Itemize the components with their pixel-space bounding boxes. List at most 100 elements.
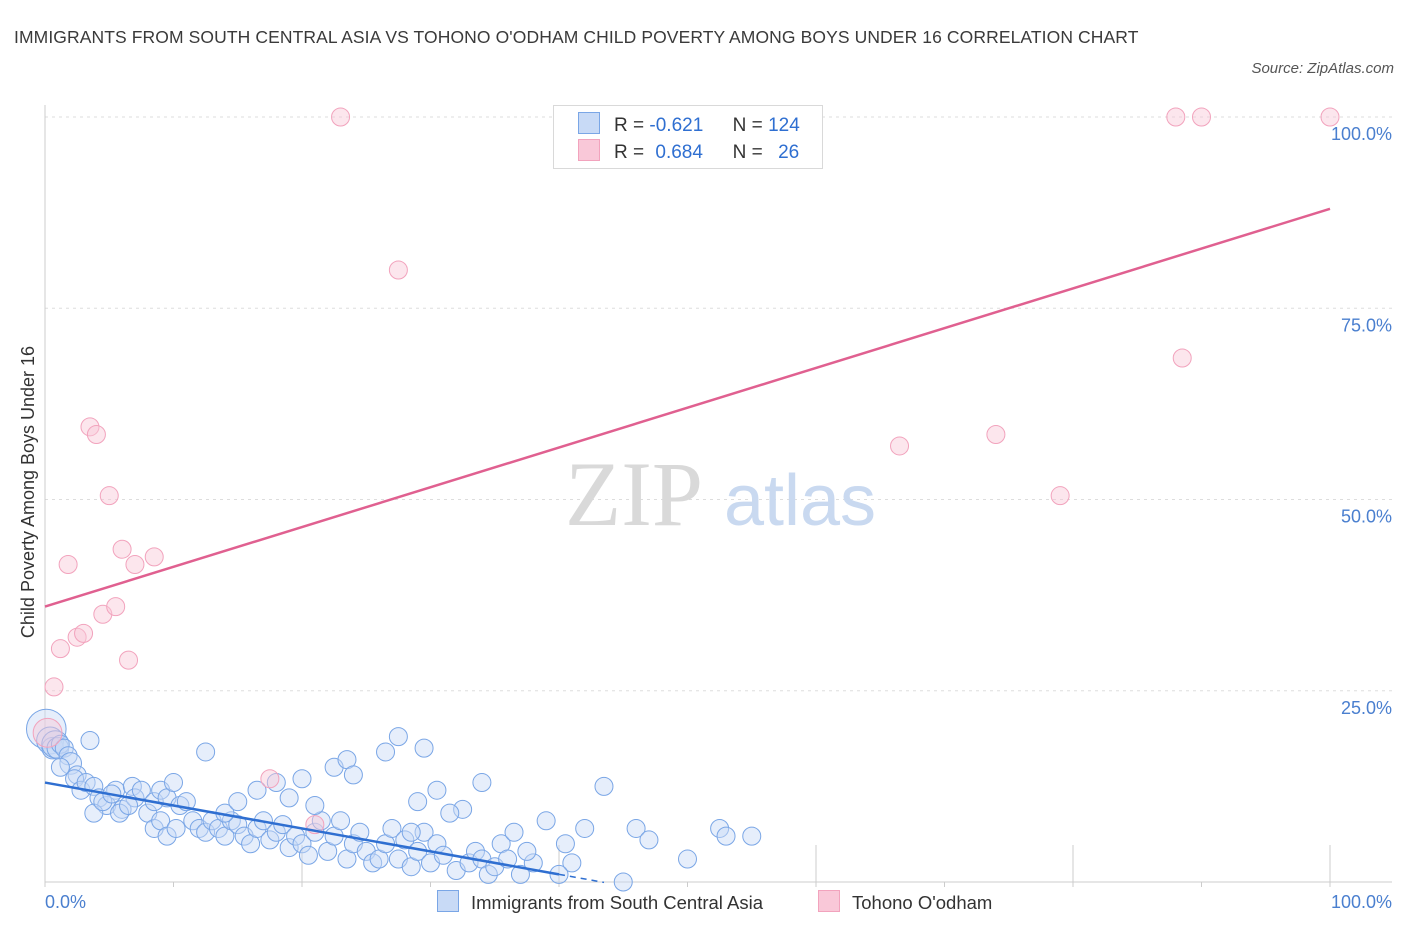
y-tick-label: 75.0% xyxy=(1341,315,1392,335)
y-axis-label: Child Poverty Among Boys Under 16 xyxy=(18,346,38,638)
tick-labels: 25.0% 50.0% 75.0% 100.0% 0.0% 100.0% xyxy=(45,124,1392,912)
legend-r-value-pink: 0.684 xyxy=(655,142,703,163)
blue-point xyxy=(613,872,633,892)
pink-point xyxy=(74,623,94,643)
watermark-zip: ZIP xyxy=(565,443,703,545)
pink-point xyxy=(86,424,106,444)
blue-point xyxy=(555,834,575,854)
pink-point xyxy=(260,769,280,789)
blue-point xyxy=(626,818,646,838)
blue-point xyxy=(343,765,363,785)
y-tick-label: 25.0% xyxy=(1341,698,1392,718)
pink-point xyxy=(50,639,70,659)
pink-point xyxy=(1050,486,1070,506)
blue-point xyxy=(292,769,312,789)
blue-point xyxy=(164,773,183,793)
blue-point xyxy=(594,776,614,796)
watermark: ZIP atlas xyxy=(565,443,876,545)
pink-point xyxy=(1192,107,1211,127)
pink-point xyxy=(144,547,164,567)
legend-r-label: R = xyxy=(614,142,645,163)
pink-point xyxy=(44,677,64,697)
legend-r-value-blue: -0.621 xyxy=(649,115,704,136)
blue-point xyxy=(395,830,415,850)
legend-n-value-blue: 124 xyxy=(768,115,800,136)
blue-point xyxy=(166,818,186,838)
blue-point xyxy=(279,838,299,858)
legend-n-value-pink: 26 xyxy=(778,142,800,163)
bottom-legend-swatch-pink xyxy=(818,890,840,912)
legend-swatch-pink xyxy=(578,139,600,161)
pink-point xyxy=(32,717,63,748)
grid-lines xyxy=(45,116,1392,692)
blue-point xyxy=(562,853,582,873)
pink-point xyxy=(388,260,408,280)
blue-point xyxy=(523,853,543,873)
y-tick-label: 100.0% xyxy=(1331,124,1392,144)
blue-point xyxy=(678,849,697,869)
blue-point xyxy=(472,773,492,793)
blue-point xyxy=(196,742,216,762)
legend-row-blue: R = -0.621 N = 124 xyxy=(578,112,800,138)
bottom-legend-swatch-blue xyxy=(437,890,459,912)
blue-point xyxy=(331,811,351,831)
legend: R = -0.621 N = 124 R = 0.684 N = 26 xyxy=(553,105,823,169)
blue-point xyxy=(742,826,762,846)
bottom-legend-pink: Tohono O'odham xyxy=(818,890,992,914)
blue-point xyxy=(478,864,498,884)
blue-point xyxy=(50,734,70,754)
blue-point xyxy=(228,815,248,835)
blue-point xyxy=(260,830,280,850)
source-credit: Source: ZipAtlas.com xyxy=(1251,60,1394,77)
legend-n-label: N = xyxy=(732,142,763,163)
blue-point xyxy=(517,841,537,861)
blue-point xyxy=(196,822,216,842)
blue-point xyxy=(228,792,248,812)
pink-point xyxy=(1172,348,1192,368)
pink-point xyxy=(890,436,910,456)
blue-point xyxy=(639,830,659,850)
blue-point xyxy=(401,822,421,842)
blue-point xyxy=(247,780,267,800)
blue-point xyxy=(41,730,70,759)
bottom-legend-label-blue: Immigrants from South Central Asia xyxy=(471,892,763,913)
pink-point xyxy=(986,424,1006,444)
pink-point xyxy=(106,597,126,617)
blue-point xyxy=(440,803,460,823)
blue-point xyxy=(298,845,318,865)
watermark-atlas: atlas xyxy=(724,461,876,541)
pink-point xyxy=(125,555,145,575)
axes xyxy=(44,105,1392,887)
legend-n-label: N = xyxy=(732,115,763,136)
series-pink-points xyxy=(32,107,1340,835)
trend-line-pink xyxy=(44,207,1331,608)
pink-point xyxy=(80,417,100,437)
blue-point xyxy=(504,822,524,842)
blue-point xyxy=(453,799,473,819)
legend-row-pink: R = 0.684 N = 26 xyxy=(578,139,799,165)
bottom-legend-blue: Immigrants from South Central Asia xyxy=(437,890,763,914)
trend-line-blue-extension xyxy=(558,873,605,884)
blue-point xyxy=(50,757,70,777)
pink-point xyxy=(58,555,78,575)
pink-point xyxy=(1166,107,1186,127)
trend-lines xyxy=(44,207,1331,884)
blue-point xyxy=(292,834,312,854)
blue-point xyxy=(427,780,447,800)
blue-point xyxy=(510,864,530,884)
legend-r-label: R = xyxy=(614,115,645,136)
pink-point xyxy=(112,539,132,559)
y-tick-label: 50.0% xyxy=(1341,507,1392,527)
blue-point xyxy=(716,826,736,846)
blue-point xyxy=(408,792,428,812)
pink-point xyxy=(99,486,119,506)
series-blue-points xyxy=(25,708,762,892)
blue-point xyxy=(575,818,595,838)
x-tick-label: 0.0% xyxy=(45,892,86,912)
blue-point xyxy=(305,796,325,815)
blue-point xyxy=(183,811,203,831)
pink-point xyxy=(1320,107,1340,127)
legend-swatch-blue xyxy=(578,112,600,134)
trend-line-blue xyxy=(44,781,560,876)
